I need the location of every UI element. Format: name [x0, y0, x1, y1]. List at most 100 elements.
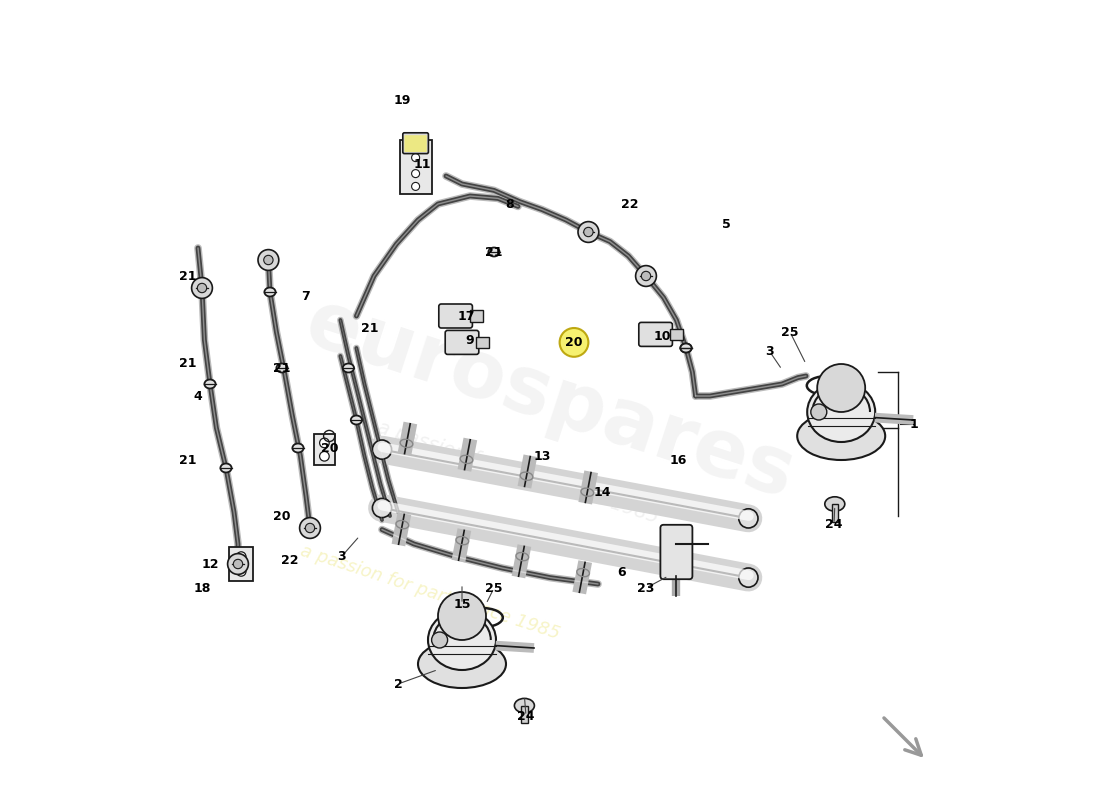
Text: eurospares: eurospares	[296, 284, 804, 516]
Text: 21: 21	[485, 246, 503, 258]
Text: 10: 10	[653, 330, 671, 342]
Ellipse shape	[351, 415, 362, 425]
Circle shape	[264, 255, 273, 265]
Ellipse shape	[305, 523, 316, 533]
Circle shape	[584, 227, 593, 237]
Circle shape	[438, 592, 486, 640]
Text: 16: 16	[669, 454, 686, 466]
Text: 14: 14	[593, 486, 611, 498]
FancyBboxPatch shape	[639, 322, 672, 346]
Ellipse shape	[825, 497, 845, 511]
Text: 1: 1	[910, 418, 918, 430]
Circle shape	[811, 404, 827, 420]
FancyBboxPatch shape	[314, 434, 334, 465]
Ellipse shape	[264, 287, 276, 297]
Text: 21: 21	[179, 270, 196, 282]
Circle shape	[817, 364, 866, 412]
Text: 24: 24	[517, 710, 535, 722]
Text: 8: 8	[506, 198, 515, 210]
Text: 20: 20	[321, 442, 339, 454]
Text: 4: 4	[194, 390, 202, 402]
FancyBboxPatch shape	[660, 525, 692, 579]
Ellipse shape	[640, 271, 651, 281]
Circle shape	[320, 451, 329, 461]
Bar	[476, 337, 490, 348]
Text: 25: 25	[781, 326, 799, 338]
Circle shape	[299, 518, 320, 538]
Bar	[521, 706, 528, 723]
Circle shape	[236, 552, 246, 562]
Circle shape	[411, 154, 419, 162]
Bar	[670, 329, 683, 340]
Ellipse shape	[418, 640, 506, 688]
Ellipse shape	[220, 463, 232, 473]
Text: 17: 17	[458, 310, 475, 322]
Ellipse shape	[428, 610, 496, 670]
Text: 18: 18	[194, 582, 211, 594]
Text: 23: 23	[637, 582, 654, 594]
Text: 22: 22	[621, 198, 639, 210]
Text: 21: 21	[361, 322, 378, 334]
Circle shape	[320, 438, 329, 448]
Ellipse shape	[681, 343, 692, 353]
Text: 2: 2	[394, 678, 403, 690]
Text: 20: 20	[565, 336, 583, 349]
Ellipse shape	[583, 227, 594, 237]
Ellipse shape	[798, 412, 886, 460]
Text: 3: 3	[338, 550, 346, 562]
Text: 12: 12	[201, 558, 219, 570]
Text: 24: 24	[825, 518, 843, 530]
Text: a passion for parts since 1985: a passion for parts since 1985	[298, 542, 562, 642]
FancyBboxPatch shape	[399, 140, 431, 194]
Text: 21: 21	[273, 362, 290, 374]
Circle shape	[641, 271, 651, 281]
Text: 22: 22	[282, 554, 299, 566]
Ellipse shape	[515, 698, 535, 713]
Ellipse shape	[197, 283, 208, 293]
Text: 7: 7	[301, 290, 310, 302]
Circle shape	[636, 266, 657, 286]
Text: 3: 3	[766, 346, 774, 358]
FancyBboxPatch shape	[405, 135, 427, 152]
Circle shape	[578, 222, 598, 242]
Text: 9: 9	[465, 334, 474, 346]
Ellipse shape	[343, 363, 354, 373]
Circle shape	[233, 559, 243, 569]
Text: 5: 5	[722, 218, 730, 230]
Circle shape	[373, 498, 392, 518]
Bar	[470, 310, 483, 322]
FancyBboxPatch shape	[439, 304, 472, 328]
Ellipse shape	[807, 382, 876, 442]
Text: 11: 11	[414, 158, 431, 170]
Text: a passion for parts since 1985: a passion for parts since 1985	[375, 418, 661, 526]
Bar	[832, 504, 838, 522]
Text: 21: 21	[179, 358, 196, 370]
Ellipse shape	[488, 247, 499, 257]
Ellipse shape	[681, 343, 692, 353]
Ellipse shape	[276, 363, 287, 373]
Circle shape	[411, 182, 419, 190]
Circle shape	[431, 632, 448, 648]
Text: 13: 13	[534, 450, 551, 462]
Text: 19: 19	[394, 94, 410, 106]
Circle shape	[197, 283, 207, 293]
Circle shape	[228, 554, 249, 574]
Text: 25: 25	[485, 582, 503, 594]
Ellipse shape	[232, 559, 243, 569]
FancyBboxPatch shape	[446, 330, 478, 354]
Text: 21: 21	[179, 454, 196, 466]
Circle shape	[236, 566, 246, 576]
Circle shape	[739, 568, 758, 587]
Circle shape	[739, 509, 758, 528]
Text: 15: 15	[453, 598, 471, 610]
Circle shape	[306, 523, 315, 533]
Circle shape	[258, 250, 278, 270]
FancyBboxPatch shape	[403, 133, 428, 154]
Circle shape	[560, 328, 588, 357]
Circle shape	[373, 440, 392, 459]
Text: 20: 20	[273, 510, 290, 522]
Ellipse shape	[293, 443, 304, 453]
Text: 6: 6	[618, 566, 626, 578]
FancyBboxPatch shape	[229, 547, 253, 581]
Circle shape	[191, 278, 212, 298]
